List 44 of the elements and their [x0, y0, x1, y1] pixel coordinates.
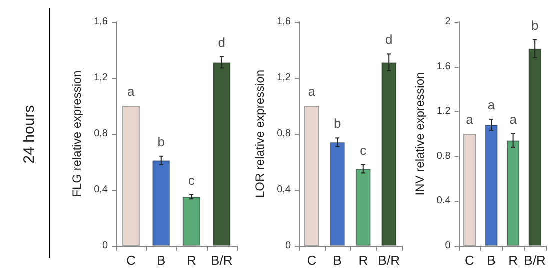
y-axis-title: FLG relative expression: [70, 70, 84, 198]
x-tick-label: B: [487, 253, 496, 268]
annotation: d: [218, 35, 226, 50]
y-tick-label: 1,6: [94, 16, 108, 28]
x-tick-label: C: [307, 253, 317, 268]
x-tick-label: R: [358, 253, 368, 268]
annotation: a: [488, 97, 496, 112]
y-tick-label: 0.4: [436, 196, 452, 207]
y-tick-label: 0,8: [277, 128, 292, 140]
y-axis-title: LOR relative expression: [253, 70, 268, 198]
annotation: a: [466, 112, 474, 127]
y-axis-title: INV relative expression: [413, 72, 427, 196]
y-tick-label: 0.8: [436, 150, 452, 162]
text: 24 hours: [21, 105, 38, 164]
x-tick-label: B/R: [211, 253, 233, 268]
y-tick-label: 0: [445, 240, 452, 252]
x-tick-label: R: [186, 253, 196, 268]
y-tick-label: 1,2: [277, 72, 292, 84]
y-tick-label: 0: [102, 240, 108, 252]
annotation: c: [188, 172, 196, 188]
y-tick-label: 1.2: [436, 106, 452, 118]
y-tick-label: 1,6: [277, 16, 292, 28]
y-tick-label: 0,8: [94, 128, 108, 140]
y-tick-label: 0,4: [277, 184, 292, 196]
annotation: b: [158, 134, 165, 150]
annotation: a: [128, 84, 136, 99]
y-tick-label: 0,4: [94, 184, 108, 196]
x-tick-label: B: [157, 253, 166, 268]
y-tick-label: 1,2: [94, 72, 108, 84]
annotation: b: [531, 18, 539, 33]
y-tick-label: 2: [445, 16, 452, 28]
annotation: c: [360, 142, 368, 158]
x-tick-label: C: [126, 253, 136, 268]
x-tick-label: C: [465, 253, 474, 268]
x-tick-label: B: [333, 253, 342, 268]
y-tick-label: 0: [285, 240, 292, 252]
x-tick-label: B/R: [524, 253, 546, 268]
y-tick-label: 1.6: [436, 61, 452, 72]
annotation: b: [334, 116, 342, 132]
annotation: a: [510, 112, 518, 127]
x-tick-label: R: [508, 253, 518, 268]
x-tick-label: B/R: [378, 253, 400, 268]
annotation: a: [308, 84, 316, 99]
annotation: d: [386, 32, 393, 48]
